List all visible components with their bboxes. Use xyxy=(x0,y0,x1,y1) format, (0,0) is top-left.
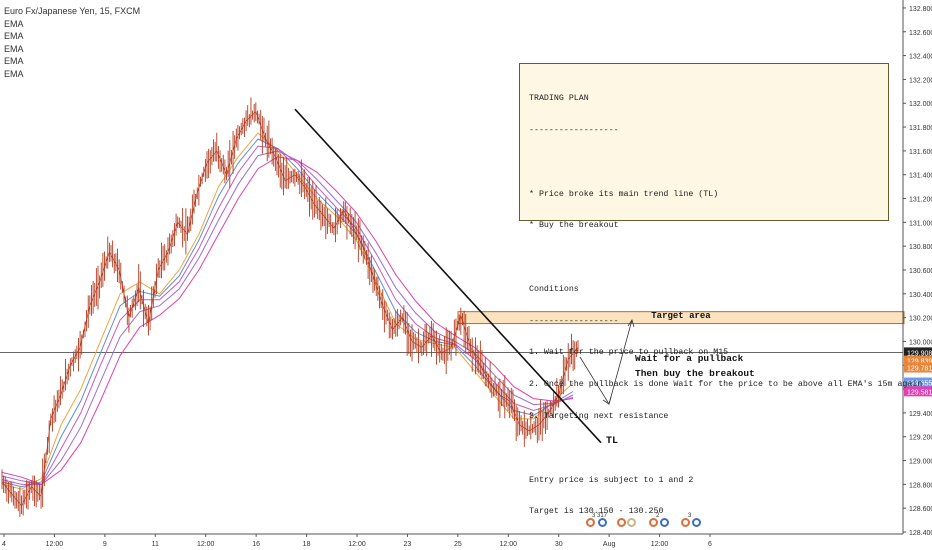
y-tick-label: 129.400 xyxy=(909,411,932,418)
y-tick-label: 130.800 xyxy=(909,244,932,251)
event-flag-icon[interactable] xyxy=(692,518,701,527)
ema-line-5 xyxy=(1,156,574,485)
trading-plan-note[interactable]: TRADING PLAN ------------------ * Price … xyxy=(519,63,922,516)
pullback-note-line-2: Then buy the breakout xyxy=(635,368,755,379)
ema-line-1 xyxy=(1,132,574,490)
economic-events-row: 3 317 2 3 xyxy=(0,513,900,531)
arrow-head-up xyxy=(627,319,635,328)
trendline-segment xyxy=(294,108,602,444)
ema-indicator-5[interactable]: EMA xyxy=(4,68,24,79)
y-tick-label: 132.600 xyxy=(909,30,932,37)
plan-line: Conditions xyxy=(529,284,579,294)
y-tick-label: 131.800 xyxy=(909,125,932,132)
pullback-note-line-1: Wait for a pullback xyxy=(635,353,744,364)
trendline xyxy=(294,108,602,444)
plan-line: Entry price is subject to 1 and 2 xyxy=(529,475,694,485)
plan-line: Target is 130.150 - 130.250 xyxy=(529,507,664,517)
y-tick-label: 130.200 xyxy=(909,316,932,323)
x-tick-label: 25 xyxy=(454,541,462,548)
y-tick-label: 128.600 xyxy=(909,506,932,513)
y-tick-label: 129.200 xyxy=(909,435,932,442)
price-line xyxy=(1,110,579,507)
ema-indicator-4[interactable]: EMA xyxy=(4,56,24,66)
ema-indicator-3[interactable]: EMA xyxy=(4,43,24,54)
event-flag-icon[interactable] xyxy=(649,518,658,527)
y-tick-label: 131.400 xyxy=(909,173,932,180)
x-tick-label: 4 xyxy=(2,541,6,548)
x-tick-label: 12:00 xyxy=(197,541,215,548)
time-axis: 4 12:00 9 11 12:00 16 18 12:00 23 25 12:00 30 Aug 12:… xyxy=(0,533,903,548)
x-tick-label: 11 xyxy=(152,541,159,548)
price-tag-bg xyxy=(904,347,932,358)
plan-line: 2. Once the pullback is done Wait for th… xyxy=(529,380,923,390)
symbol-title[interactable]: Euro Fx/Japanese Yen, 15, FXCM xyxy=(4,6,141,16)
plan-line: TRADING PLAN xyxy=(529,94,589,104)
plan-line: 1. Wait for the price to pullback on M15 xyxy=(529,348,729,358)
event-flag-icon[interactable] xyxy=(681,518,690,527)
y-tick-label: 130.000 xyxy=(909,339,932,346)
event-count: 2 xyxy=(656,513,660,519)
ema-indicator-2[interactable]: EMA xyxy=(4,31,24,41)
y-tick-label: 130.600 xyxy=(909,268,932,275)
price-tag-label: 129.781 xyxy=(907,366,932,373)
price-series xyxy=(1,97,579,517)
x-tick-label: Aug xyxy=(603,541,616,548)
y-tick-label: 130.400 xyxy=(909,292,932,299)
plan-line: * Buy the breakout xyxy=(529,221,619,231)
price-axis: 128.400 128.600 128.800 129.000 129.200 129.4… xyxy=(902,0,932,537)
price-tag-label: 129.908 xyxy=(907,350,932,357)
price-tag-bg xyxy=(904,355,932,366)
target-area-label: Target area xyxy=(651,311,711,321)
x-tick-label: 12:00 xyxy=(500,541,518,548)
price-tag-bg xyxy=(904,377,932,388)
event-flag-icon[interactable] xyxy=(660,518,669,527)
plan-line: 3. Targeting next resistance xyxy=(529,412,669,421)
price-tag-bg xyxy=(904,362,932,373)
x-tick-label: 12:00 xyxy=(348,541,366,548)
price-tag-bg xyxy=(904,386,932,397)
event-flag-icon[interactable] xyxy=(598,518,607,527)
x-tick-label: 16 xyxy=(252,541,260,548)
ema-lines xyxy=(1,132,574,490)
y-tick-label: 131.600 xyxy=(909,149,932,156)
event-count: 3 xyxy=(688,513,692,519)
chart-legend: Euro Fx/Japanese Yen, 15, FXCM EMA EMA E… xyxy=(4,5,140,80)
ema-indicator-1[interactable]: EMA xyxy=(4,18,24,29)
price-tag-label: 129.581 xyxy=(907,389,932,396)
x-tick-label: 30 xyxy=(555,541,563,548)
trendline-label: TL xyxy=(606,436,619,447)
y-tick-label: 132.200 xyxy=(909,77,932,84)
plan-line: ------------------ xyxy=(529,125,619,135)
x-tick-label: 6 xyxy=(708,541,712,548)
y-tick-label: 131.000 xyxy=(909,220,932,227)
price-tag-label: 129.839 xyxy=(907,359,932,366)
event-flag-icon[interactable] xyxy=(617,518,626,527)
x-tick-label: 18 xyxy=(303,541,311,548)
y-tick-label: 132.800 xyxy=(909,6,932,13)
x-tick-label: 12:00 xyxy=(46,541,64,548)
ema-line-4 xyxy=(1,150,574,485)
y-tick-label: 131.200 xyxy=(909,197,932,204)
event-flag-icon[interactable] xyxy=(586,518,595,527)
x-tick-label: 12:00 xyxy=(651,541,669,548)
y-tick-label: 128.800 xyxy=(909,482,932,489)
plan-line: ------------------ xyxy=(529,316,619,326)
arrow-head-down xyxy=(602,396,612,405)
event-flag-icon[interactable] xyxy=(627,518,636,527)
pullback-arrows xyxy=(579,319,635,405)
y-tick-label: 132.000 xyxy=(909,101,932,108)
plan-line: * Price broke its main trend line (TL) xyxy=(529,189,719,199)
y-tick-label: 128.400 xyxy=(909,530,932,537)
x-tick-label: 9 xyxy=(103,541,107,548)
x-tick-label: 23 xyxy=(404,541,412,548)
price-tag-label: 129.655 xyxy=(907,381,932,388)
event-count: 3 317 xyxy=(592,513,608,519)
y-tick-label: 132.400 xyxy=(909,54,932,61)
y-tick-label: 129.000 xyxy=(909,459,932,466)
